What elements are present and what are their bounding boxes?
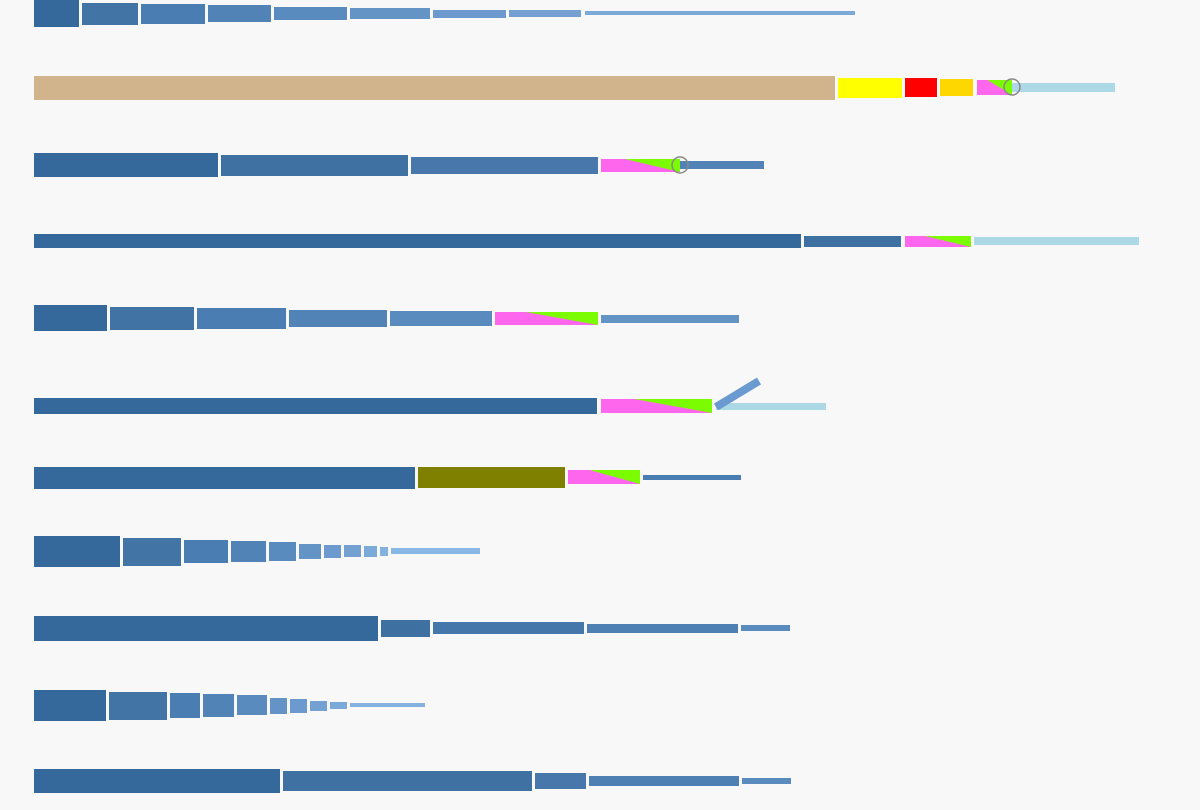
segment <box>380 547 388 556</box>
segment <box>585 11 855 15</box>
segment <box>170 693 200 718</box>
segment <box>381 620 430 637</box>
segment <box>269 542 296 561</box>
segment <box>587 624 738 633</box>
segment-pink <box>977 80 1012 95</box>
segment <box>344 545 361 557</box>
segment <box>680 161 764 169</box>
segment <box>364 546 377 557</box>
marker-circle <box>1003 78 1021 96</box>
segment <box>34 0 79 27</box>
segment <box>34 690 106 721</box>
segment <box>274 7 347 20</box>
segment <box>34 398 597 414</box>
segment <box>838 78 902 98</box>
segment <box>391 548 480 554</box>
segment <box>203 694 234 717</box>
segment <box>601 315 739 323</box>
segment <box>289 310 387 327</box>
segment <box>350 8 430 19</box>
segment <box>643 475 741 480</box>
segment <box>34 467 415 489</box>
segment <box>1012 83 1115 92</box>
segment <box>34 153 218 177</box>
marker-circle <box>671 156 689 174</box>
segment <box>433 622 584 634</box>
segment <box>110 307 194 330</box>
segment <box>34 616 378 641</box>
segment <box>330 702 347 709</box>
segment <box>741 625 790 631</box>
angled-segment <box>713 377 762 411</box>
segment <box>290 699 307 713</box>
segment <box>716 403 826 410</box>
segment <box>905 78 937 97</box>
segment <box>310 701 327 711</box>
segment <box>299 544 321 559</box>
segment <box>270 698 287 714</box>
segment-pink <box>601 159 680 172</box>
segment <box>974 237 1139 245</box>
segment <box>184 540 228 563</box>
segment <box>237 695 267 715</box>
segment <box>208 5 271 22</box>
segment <box>123 538 181 566</box>
segment <box>433 10 506 18</box>
segment <box>141 4 205 24</box>
segment <box>742 778 791 784</box>
segment <box>34 234 801 248</box>
segment <box>221 155 408 176</box>
segment <box>82 3 138 25</box>
segment <box>509 10 581 17</box>
segment <box>940 79 973 96</box>
segment <box>411 157 598 174</box>
segment <box>109 692 167 720</box>
segment-pink <box>568 470 640 484</box>
segment <box>535 773 586 789</box>
segment <box>34 76 835 100</box>
segment-pink <box>495 312 598 325</box>
segment <box>231 541 266 562</box>
segment-pink <box>601 399 712 413</box>
segment <box>350 703 425 707</box>
segment <box>418 467 565 488</box>
segment <box>34 305 107 331</box>
segment <box>283 771 532 791</box>
segment <box>390 311 492 326</box>
segment <box>34 769 280 793</box>
segment <box>804 236 901 247</box>
segment <box>197 308 286 329</box>
segment <box>324 545 341 558</box>
segment-pink <box>905 236 971 247</box>
segment <box>589 776 739 786</box>
segment <box>34 536 120 567</box>
